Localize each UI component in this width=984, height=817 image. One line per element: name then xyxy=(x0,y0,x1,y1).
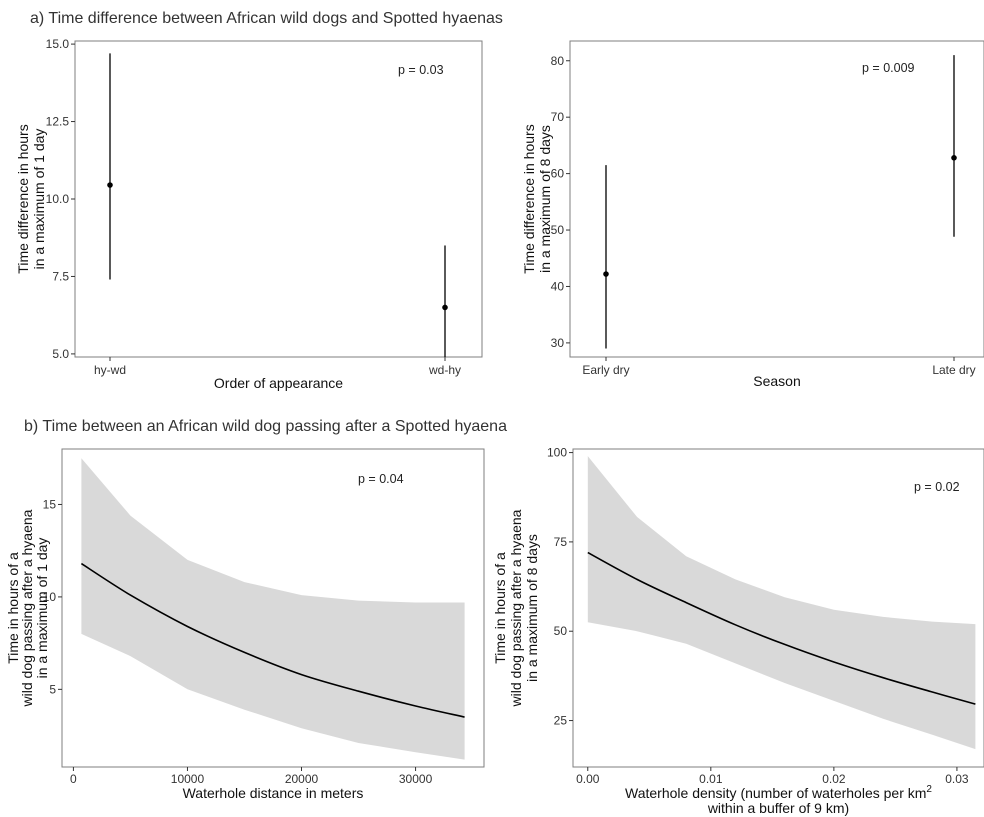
a_left-y-axis-title: in a maximum of 1 day xyxy=(31,129,47,270)
a_right-y-tick-label: 30 xyxy=(551,336,565,350)
b_left-panel-border xyxy=(61,448,485,768)
b_left-confidence-ribbon xyxy=(81,458,465,760)
b_right-y-axis-title: in a maximum of 8 days xyxy=(524,534,540,682)
b_left-y-axis-title: in a maximum of 1 day xyxy=(34,538,50,679)
b_right-y-tick-label: 100 xyxy=(547,446,567,460)
section-a-title: a) Time difference between African wild … xyxy=(30,10,503,27)
a_left-y-tick-label: 10.0 xyxy=(46,192,70,206)
b_right-x-axis-title-line2: within a buffer of 9 km) xyxy=(707,800,849,816)
b_right-x-axis-title-superscript: 2 xyxy=(926,784,932,795)
b_left-y-tick-label: 10 xyxy=(43,590,57,604)
b_left-y-axis-title: wild dog passing after a hyaena xyxy=(19,509,35,707)
a_right-x-tick-label: Early dry xyxy=(582,363,629,377)
a_right-point xyxy=(951,155,957,161)
a_left-y-tick-label: 15.0 xyxy=(46,37,70,51)
b_left-x-tick-label: 20000 xyxy=(285,772,319,786)
a_right-y-axis-title: Time difference in hours xyxy=(521,124,537,273)
a_right-panel-border xyxy=(569,40,984,358)
a_left-y-axis-title: Time difference in hours xyxy=(15,124,31,273)
a_left-y-tick-label: 7.5 xyxy=(52,269,69,283)
b_left-p-value: p = 0.04 xyxy=(358,472,404,486)
a_right-y-tick-label: 80 xyxy=(551,54,565,68)
b_right-p-value: p = 0.02 xyxy=(914,480,960,494)
b_right-x-axis-title: Waterhole density (number of waterholes … xyxy=(625,784,932,801)
a_left-point xyxy=(442,304,448,311)
b_left-y-tick-label: 15 xyxy=(43,497,57,511)
a_right-x-tick-label: Late dry xyxy=(932,363,975,377)
b_left-y-axis-title: Time in hours of a xyxy=(5,552,21,664)
a_left-x-tick-label: hy-wd xyxy=(94,363,126,377)
a_right-y-tick-label: 70 xyxy=(551,110,565,124)
b_left-x-tick-label: 0 xyxy=(70,772,77,786)
b_right-x-tick-label: 0.01 xyxy=(699,772,723,786)
a_left-y-tick-label: 12.5 xyxy=(46,115,70,129)
a_right-y-axis-title: in a maximum of 8 days xyxy=(537,125,553,273)
b_right-y-axis-title: wild dog passing after a hyaena xyxy=(508,509,524,707)
b_right-x-axis-title-line1: Waterhole density (number of waterholes … xyxy=(625,785,926,801)
a_right-y-tick-label: 40 xyxy=(551,279,565,293)
b_left-y-tick-label: 5 xyxy=(49,682,56,696)
a_left-panel-border xyxy=(74,40,483,358)
a_left-x-axis-title: Order of appearance xyxy=(214,375,343,391)
a_right-p-value: p = 0.009 xyxy=(862,61,915,75)
section-b-title: b) Time between an African wild dog pass… xyxy=(24,418,507,435)
b_right-x-tick-label: 0.00 xyxy=(576,772,600,786)
b_right-y-tick-label: 75 xyxy=(554,535,568,549)
b_left-x-axis-title: Waterhole distance in meters xyxy=(183,785,364,801)
a_right-point xyxy=(603,271,609,277)
b_right-confidence-ribbon xyxy=(587,456,976,750)
b_right-y-tick-label: 25 xyxy=(554,714,568,728)
b_left-x-tick-label: 10000 xyxy=(171,772,205,786)
b_right-y-tick-label: 50 xyxy=(554,624,568,638)
a_right-y-tick-label: 60 xyxy=(551,167,565,181)
b_right-fit-line xyxy=(587,551,976,705)
a_left-x-tick-label: wd-hy xyxy=(428,363,461,377)
b_right-x-tick-label: 0.02 xyxy=(822,772,846,786)
a_left-point xyxy=(107,182,113,188)
a_right-x-axis-title: Season xyxy=(753,373,800,389)
b_right-x-tick-label: 0.03 xyxy=(945,772,969,786)
a_left-p-value: p = 0.03 xyxy=(398,63,444,77)
a_left-y-tick-label: 5.0 xyxy=(52,347,69,361)
b_left-x-tick-label: 30000 xyxy=(399,772,433,786)
b_right-panel-border xyxy=(572,448,984,768)
b_left-fit-line xyxy=(80,562,465,718)
a_right-y-tick-label: 50 xyxy=(551,223,565,237)
b_right-y-axis-title: Time in hours of a xyxy=(492,552,508,664)
